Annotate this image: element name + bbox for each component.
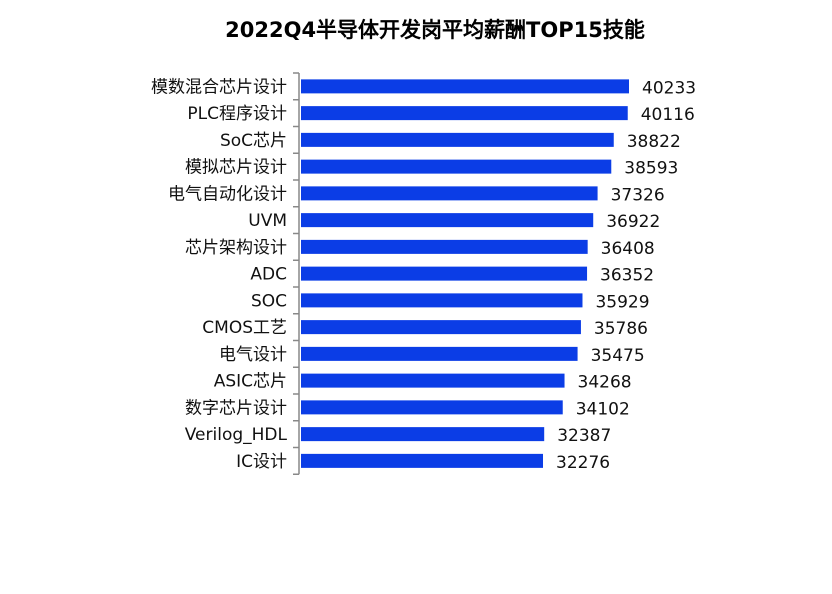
category-label: CMOS工艺	[202, 318, 287, 338]
bar	[301, 293, 583, 308]
data-label: 35475	[591, 346, 645, 366]
category-label: 电气设计	[219, 345, 287, 365]
category-label: 模数混合芯片设计	[151, 77, 287, 97]
category-label: IC设计	[236, 452, 287, 472]
data-label: 37326	[611, 185, 665, 205]
data-label: 38822	[627, 132, 681, 152]
bar	[301, 427, 545, 442]
category-label: SoC芯片	[220, 131, 287, 151]
data-label: 32387	[557, 426, 611, 446]
bar	[301, 132, 614, 147]
data-label: 36922	[606, 212, 660, 232]
category-label: 电气自动化设计	[168, 184, 287, 204]
bar	[301, 213, 594, 228]
bar	[301, 266, 588, 281]
bar	[301, 320, 581, 335]
data-label: 35786	[594, 319, 648, 339]
bar	[301, 239, 588, 254]
bar	[301, 186, 598, 201]
data-label: 35929	[595, 292, 649, 312]
bar	[301, 79, 629, 94]
data-label: 36408	[601, 239, 655, 259]
category-label: 数字芯片设计	[185, 398, 287, 418]
bar	[301, 106, 628, 121]
category-label: Verilog_HDL	[185, 425, 288, 445]
bar	[301, 453, 544, 468]
category-label: 芯片架构设计	[185, 238, 287, 258]
data-label: 36352	[600, 266, 654, 286]
category-label: 模拟芯片设计	[185, 158, 287, 178]
category-label: UVM	[248, 211, 287, 231]
data-label: 40233	[642, 78, 696, 98]
data-label: 38593	[624, 159, 678, 179]
category-label: ASIC芯片	[214, 372, 287, 392]
data-label: 40116	[641, 105, 695, 125]
category-label: PLC程序设计	[187, 104, 287, 124]
bar	[301, 400, 563, 415]
bar	[301, 373, 565, 388]
data-label: 34268	[578, 373, 632, 393]
bar	[301, 346, 578, 361]
data-label: 32276	[556, 453, 610, 473]
category-label: ADC	[250, 265, 287, 285]
bar	[301, 159, 612, 174]
category-label: SOC	[251, 291, 287, 311]
data-label: 34102	[576, 399, 630, 419]
chart-title: 2022Q4半导体开发岗平均薪酬TOP15技能	[225, 18, 645, 42]
